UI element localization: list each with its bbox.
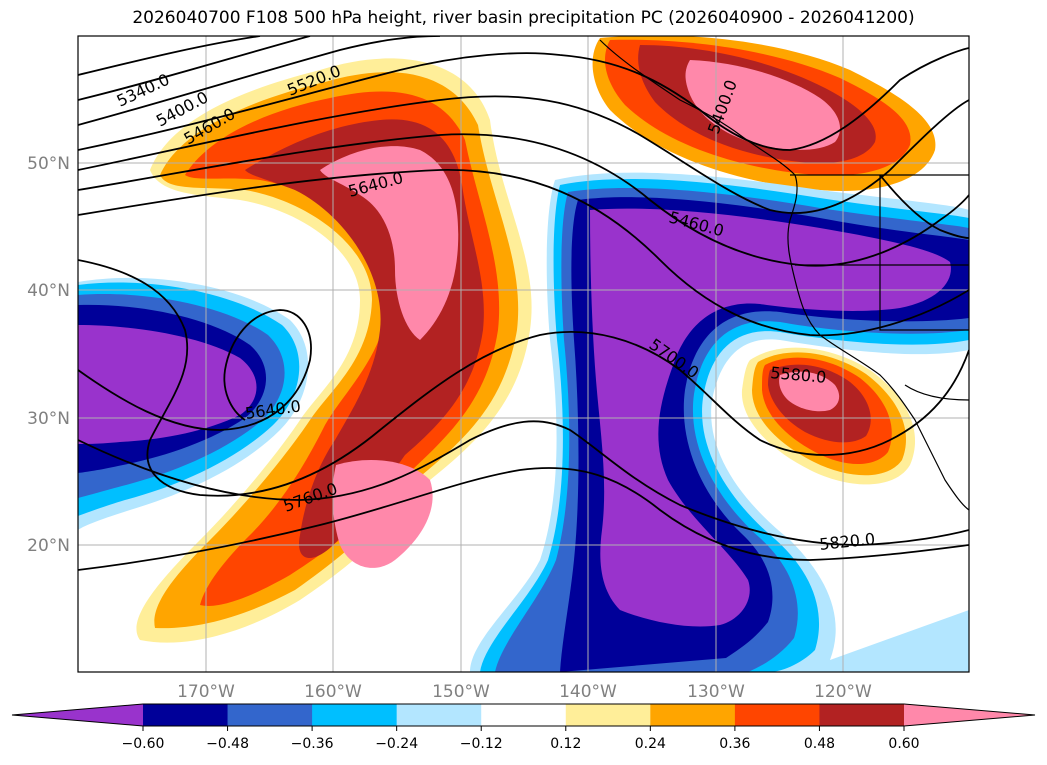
colorbar-swatch [396,704,482,726]
map-title: 2026040700 F108 500 hPa height, river ba… [132,8,915,28]
colorbar-swatch [143,704,229,726]
colorbar-tick-label: 0.24 [635,736,666,752]
lon-label: 140°W [559,682,617,702]
colorbar-swatch [650,704,736,726]
colorbar-extend-low [12,704,143,726]
lon-label: 130°W [687,682,745,702]
lon-label: 160°W [304,682,362,702]
colorbar-swatch [734,704,820,726]
colorbar-tick-label: 0.60 [888,736,919,752]
colorbar-tick-label: 0.36 [719,736,750,752]
lon-label: 120°W [814,682,872,702]
colorbar-swatch [312,704,398,726]
colorbar-extend-high [904,704,1035,726]
colorbar-tick-label: −0.48 [206,736,249,752]
lon-label: 170°W [177,682,235,702]
colorbar-swatch [481,704,567,726]
latitude-labels: 50°N 40°N 30°N 20°N [27,154,70,556]
lat-label: 20°N [27,536,70,556]
longitude-labels: 170°W 160°W 150°W 140°W 130°W 120°W [177,682,872,702]
colorbar-tick-label: 0.12 [550,736,581,752]
map-plot-area: 5340.0 5400.0 5460.0 5520.0 5640.0 5460.… [78,36,969,672]
lat-label: 50°N [27,154,70,174]
colorbar-tick-label: −0.12 [460,736,503,752]
colorbar-tick-label: −0.60 [122,736,165,752]
colorbar-swatch [819,704,905,726]
colorbar-tick-label: −0.24 [375,736,418,752]
colorbar: −0.60 −0.48 −0.36 −0.24 −0.12 0.12 0.24 0.36 0.4… [11,703,1036,752]
colorbar-tick-label: −0.36 [291,736,334,752]
lon-label: 150°W [432,682,490,702]
colorbar-tick-label: 0.48 [804,736,835,752]
lat-label: 30°N [27,409,70,429]
positive-anomaly-central-pacific [136,58,532,643]
map-frame [77,35,970,673]
contour-label: 5580.0 [770,363,827,387]
negative-anomaly-west-pacific [78,277,309,530]
lat-label: 40°N [27,281,70,301]
positive-anomaly-british-columbia [592,36,936,191]
colorbar-swatch [227,704,313,726]
negative-anomaly-east-pacific [470,172,969,672]
graticule [78,36,969,672]
colorbar-swatch [565,704,651,726]
coastlines [599,39,969,511]
height-contours [78,36,969,571]
